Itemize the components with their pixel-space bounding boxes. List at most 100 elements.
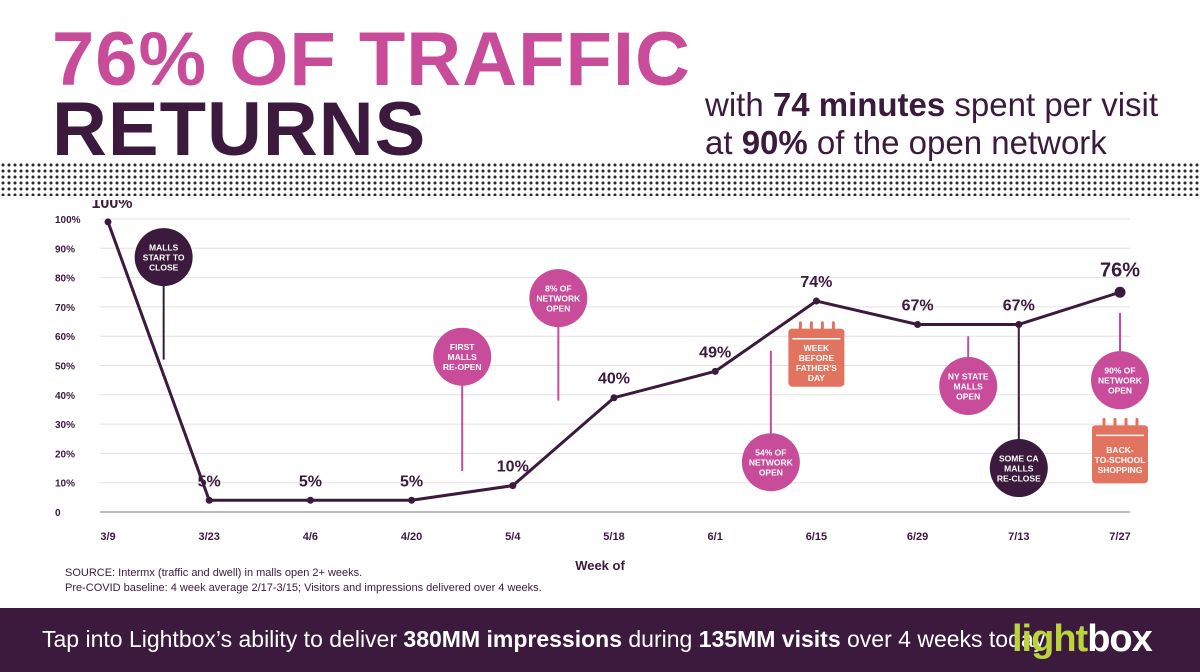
traffic-line-chart: 0 10% 20% 30% 40% 50% 60% 70% 80% 90% 100% 3/9 3/23… [55, 200, 1149, 572]
annotation-text: FATHER'S [796, 363, 837, 373]
annotation-text: BACK- [1106, 445, 1134, 455]
annotation-text: SHOPPING [1098, 465, 1143, 475]
data-label: 67% [1003, 297, 1035, 314]
calendar-header [788, 328, 845, 338]
annotation-text: MALLS [149, 243, 179, 253]
annotation-text: MALLS [1004, 464, 1034, 474]
logo-part-box: box [1087, 618, 1153, 660]
annotation-text: MALLS [448, 352, 478, 362]
data-label: 74% [800, 274, 832, 291]
subheadline-line-1: with 74 minutes spent per visit [705, 86, 1175, 124]
data-point [711, 367, 719, 375]
annotation-text: RE-CLOSE [997, 474, 1041, 484]
x-tick-label: 6/15 [806, 531, 827, 543]
source-line-1: SOURCE: Intermx (traffic and dwell) in m… [65, 567, 363, 579]
data-point [509, 482, 517, 490]
headline-line-2: RETURNS [52, 87, 427, 172]
data-point [104, 218, 112, 226]
source-line-2: Pre-COVID baseline: 4 week average 2/17-… [65, 582, 542, 594]
y-tick-label: 70% [55, 303, 75, 314]
footer-bold-impressions: 380MM impressions [403, 626, 622, 652]
x-tick-label: 5/18 [603, 531, 624, 543]
data-point [306, 496, 314, 504]
y-tick-label: 20% [55, 449, 75, 460]
annotation-text: OPEN [1108, 386, 1132, 396]
y-tick-label: 10% [55, 479, 75, 490]
annotation-text: OPEN [546, 304, 570, 314]
annotation-text: START TO [143, 253, 185, 263]
sub1-post: spent per visit [945, 86, 1159, 123]
annotation-text: RE-OPEN [443, 362, 482, 372]
footer-mid: during [622, 626, 699, 652]
annotation-text: WEEK [804, 343, 830, 353]
calendar-header [1092, 425, 1148, 435]
subheadline: with 74 minutes spent per visit at 90% o… [705, 86, 1175, 162]
data-point [205, 496, 213, 504]
annotation-bubble [1091, 351, 1149, 410]
annotation-text: CLOSE [149, 263, 179, 273]
y-tick-label: 90% [55, 244, 75, 255]
sub1-pre: with [705, 86, 773, 123]
data-label: 67% [902, 297, 934, 314]
subheadline-line-2: at 90% of the open network [705, 124, 1175, 162]
annotation-bubble [939, 357, 998, 416]
sub2-post: of the open network [807, 124, 1107, 161]
y-tick-label: 60% [55, 332, 75, 343]
annotation-text: 8% OF [545, 284, 571, 294]
sub1-bold: 74 minutes [772, 86, 946, 123]
lightbox-logo: lightbox [1012, 618, 1153, 661]
annotation-text: NETWORK [749, 458, 794, 468]
y-tick-label: 50% [55, 362, 75, 373]
y-axis-ticks: 0 10% 20% 30% 40% 50% 60% 70% 80% 90% 100% [55, 215, 81, 519]
data-label: 100% [92, 200, 133, 212]
y-tick-label: 100% [55, 215, 81, 226]
data-label: 40% [598, 371, 630, 388]
calendar-icon [1092, 425, 1148, 484]
x-tick-label: 4/20 [401, 531, 422, 543]
data-label: 49% [699, 344, 731, 361]
data-point [408, 496, 416, 504]
calendar-icon [788, 328, 845, 387]
x-tick-label: 3/9 [100, 531, 115, 543]
x-tick-label: 3/23 [198, 531, 219, 543]
annotation-text: FIRST [450, 342, 475, 352]
source-note: SOURCE: Intermx (traffic and dwell) in m… [65, 566, 542, 596]
annotation-text: NY STATE [948, 372, 989, 382]
footer-bold-visits: 135MM visits [698, 626, 841, 652]
x-tick-label: 7/27 [1109, 531, 1130, 543]
annotation-text: 54% OF [755, 448, 786, 458]
data-label: 76% [1100, 259, 1140, 281]
data-points [104, 218, 1126, 504]
annotation-bubble [989, 439, 1048, 498]
annotation-bubble [134, 228, 193, 287]
data-point [1015, 320, 1023, 328]
annotation-bubble [529, 269, 588, 328]
sub2-bold: 90% [741, 124, 808, 161]
y-tick-label: 30% [55, 420, 75, 431]
annotation-text: 90% OF [1104, 366, 1135, 376]
x-tick-label: 6/1 [708, 531, 723, 543]
x-tick-label: 5/4 [505, 531, 521, 543]
data-point [610, 394, 618, 402]
annotation-text: NETWORK [536, 294, 581, 304]
x-tick-label: 7/13 [1008, 531, 1029, 543]
data-label: 5% [198, 473, 221, 490]
data-label: 5% [299, 473, 322, 490]
footer-banner: Tap into Lightbox’s ability to deliver 3… [0, 608, 1200, 672]
annotation-text: BEFORE [799, 353, 835, 363]
footer-message: Tap into Lightbox’s ability to deliver 3… [42, 626, 1052, 653]
annotation-text: NETWORK [1098, 376, 1143, 386]
gridlines [100, 218, 1130, 513]
x-axis-label: Week of [575, 558, 625, 572]
headline-line-1: 76% OF TRAFFIC [52, 17, 691, 102]
